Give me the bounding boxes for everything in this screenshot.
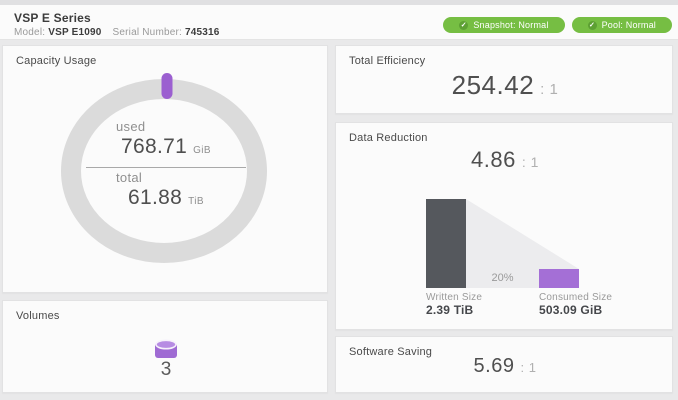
data-reduction-panel: Data Reduction 4.86 : 1 20% Written Size… [335, 122, 673, 330]
software-saving-title: Software Saving [349, 346, 433, 358]
written-size-value: 2.39 TiB [426, 303, 474, 317]
used-value: 768.71 [121, 135, 188, 158]
model-value: VSP E1090 [48, 27, 102, 38]
top-strip [0, 0, 678, 5]
snapshot-status-label: Snapshot: Normal [473, 20, 549, 30]
data-reduction-title: Data Reduction [349, 132, 428, 144]
model-serial-line: Model: VSP E1090 Serial Number: 745316 [14, 27, 228, 38]
volume-cylinder-icon [155, 339, 177, 358]
pool-status-badge[interactable]: ✓ Pool: Normal [571, 17, 672, 33]
written-size-label: Written Size [426, 292, 483, 303]
volumes-title: Volumes [16, 310, 60, 322]
data-reduction-suffix: : 1 [521, 154, 539, 170]
serial-label: Serial Number: [112, 27, 183, 38]
total-efficiency-ratio: 254.42 : 1 [336, 70, 674, 101]
total-value: 61.88 [128, 186, 183, 209]
data-reduction-ratio: 4.86 : 1 [336, 147, 674, 173]
status-badges: ✓ Snapshot: Normal ✓ Pool: Normal [443, 17, 672, 33]
consumed-size-value: 503.09 GiB [539, 303, 603, 317]
total-efficiency-panel: Total Efficiency 254.42 : 1 [335, 45, 673, 114]
software-saving-value: 5.69 [473, 355, 515, 377]
capacity-divider [86, 167, 246, 168]
data-reduction-funnel-chart [426, 199, 579, 288]
pool-status-label: Pool: Normal [601, 20, 656, 30]
used-unit: GiB [193, 145, 211, 156]
software-saving-ratio: 5.69 : 1 [336, 355, 674, 378]
software-saving-panel: Software Saving 5.69 : 1 [335, 336, 673, 393]
funnel-shape [466, 199, 579, 288]
volumes-panel: Volumes 3 [2, 300, 328, 393]
capacity-usage-panel: Capacity Usage used 768.71 GiB total 61.… [2, 45, 328, 293]
check-icon: ✓ [587, 20, 597, 30]
consumed-size-bar [539, 269, 579, 288]
capacity-donut-chart [61, 73, 267, 263]
software-saving-suffix: : 1 [520, 360, 537, 375]
header: VSP E Series Model: VSP E1090 Serial Num… [0, 5, 678, 40]
reduction-percent: 20% [491, 272, 514, 284]
capacity-readout: used 768.71 GiB total 61.88 TiB [86, 119, 246, 215]
used-label: used [116, 119, 146, 134]
total-efficiency-title: Total Efficiency [349, 55, 426, 67]
total-efficiency-suffix: : 1 [540, 81, 559, 98]
total-efficiency-value: 254.42 [451, 70, 535, 100]
page-title: VSP E Series [14, 11, 91, 25]
volumes-count: 3 [160, 359, 172, 380]
check-icon: ✓ [459, 20, 469, 30]
written-size-bar [426, 199, 466, 288]
total-label: total [116, 170, 143, 185]
snapshot-status-badge[interactable]: ✓ Snapshot: Normal [443, 17, 565, 33]
model-label: Model: [14, 27, 46, 38]
serial-value: 745316 [185, 27, 220, 38]
capacity-usage-title: Capacity Usage [16, 55, 97, 67]
consumed-size-label: Consumed Size [539, 292, 613, 303]
total-unit: TiB [188, 196, 204, 207]
data-reduction-value: 4.86 [471, 147, 516, 172]
used-capacity-segment [161, 73, 173, 99]
